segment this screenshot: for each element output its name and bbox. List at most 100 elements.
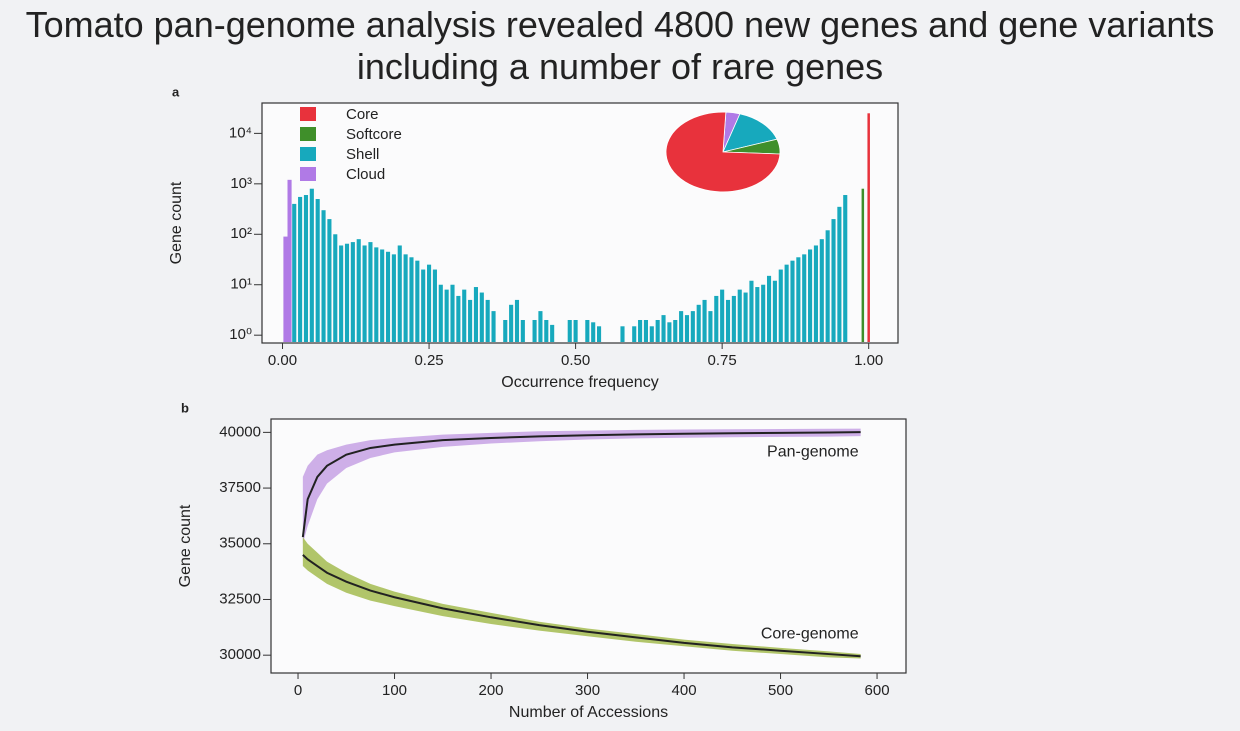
line <box>301 431 861 538</box>
legend-label: Core <box>346 106 379 123</box>
bar <box>661 315 666 342</box>
bar <box>755 287 760 342</box>
legend-swatch <box>300 127 316 141</box>
bar <box>409 257 414 342</box>
bar <box>292 203 297 342</box>
y-tick-label: 10³ <box>230 175 252 192</box>
line <box>302 554 861 658</box>
y-tick-label: 10¹ <box>230 276 252 293</box>
x-tick-label: 400 <box>672 682 697 699</box>
bar <box>456 295 461 342</box>
bar <box>368 242 373 342</box>
bar <box>397 245 402 342</box>
bar <box>743 292 748 342</box>
bar <box>761 284 766 342</box>
bar <box>473 287 479 342</box>
bar <box>333 234 338 342</box>
x-tick-label: 100 <box>382 682 407 699</box>
x-axis-label: Occurrence frequency <box>501 374 658 391</box>
bar <box>679 311 684 342</box>
bar <box>327 219 332 342</box>
bar <box>649 326 654 342</box>
legend-swatch <box>300 107 316 121</box>
bar <box>643 319 648 342</box>
bar <box>303 195 309 342</box>
bar <box>573 319 578 342</box>
bar <box>491 311 496 342</box>
bar <box>831 219 836 342</box>
legend-label: Cloud <box>346 166 385 183</box>
bar <box>427 264 432 342</box>
bar <box>403 254 408 342</box>
x-axis-label: Number of Accessions <box>509 704 668 721</box>
bar <box>731 295 736 342</box>
pie-slice <box>665 111 781 193</box>
bar <box>596 326 602 342</box>
bar <box>550 324 555 342</box>
pie-slice <box>722 113 778 153</box>
bar <box>837 206 842 342</box>
legend-swatch <box>300 167 316 181</box>
bar <box>720 289 725 342</box>
bar <box>315 199 320 342</box>
x-tick-label: 600 <box>865 682 890 699</box>
bar <box>520 319 525 342</box>
bar <box>283 236 288 342</box>
x-tick-label: 0 <box>294 682 302 699</box>
bar <box>802 254 807 342</box>
bar <box>374 247 379 342</box>
bar <box>450 284 455 342</box>
x-tick-label: 200 <box>479 682 504 699</box>
bar <box>667 322 672 342</box>
bar <box>867 113 870 342</box>
y-tick-label: 37500 <box>219 479 261 496</box>
slide-title: Tomato pan-genome analysis revealed 4800… <box>0 4 1240 88</box>
bar <box>298 196 303 342</box>
bar <box>725 299 731 342</box>
bar <box>684 315 690 342</box>
bar <box>766 275 772 342</box>
panel-label: b <box>181 400 189 415</box>
x-tick-label: 0.75 <box>708 352 737 369</box>
bar <box>385 251 391 342</box>
bar <box>479 292 484 342</box>
bar <box>696 304 701 342</box>
bar <box>737 289 742 342</box>
x-tick-label: 300 <box>575 682 600 699</box>
bar <box>591 322 596 342</box>
bar <box>544 319 549 342</box>
bar <box>514 299 520 342</box>
legend-label: Softcore <box>346 126 402 143</box>
y-tick-label: 10⁰ <box>229 326 252 343</box>
confidence-band <box>302 537 861 659</box>
bar <box>485 299 490 342</box>
x-tick-label: 0.25 <box>414 352 443 369</box>
x-tick-label: 0.50 <box>561 352 590 369</box>
bar <box>673 319 678 342</box>
y-tick-label: 30000 <box>219 646 261 663</box>
bar <box>309 188 314 342</box>
bar <box>356 239 361 342</box>
bar <box>843 195 848 342</box>
y-tick-label: 35000 <box>219 535 261 552</box>
y-axis-label: Gene count <box>168 181 185 264</box>
legend-label: Shell <box>346 146 379 163</box>
bar <box>702 299 707 342</box>
bar <box>772 280 777 342</box>
bar <box>655 319 660 342</box>
bar <box>813 245 818 342</box>
x-tick-label: 500 <box>768 682 793 699</box>
bar <box>380 249 385 342</box>
bar <box>861 188 865 342</box>
y-tick-label: 40000 <box>219 423 261 440</box>
bar <box>362 245 367 342</box>
bar <box>432 269 437 342</box>
bar <box>339 245 344 342</box>
panel-label: a <box>172 84 180 99</box>
bar <box>391 254 396 342</box>
bar <box>421 269 426 342</box>
bar <box>538 311 543 342</box>
bar <box>344 243 350 342</box>
bar <box>714 295 719 342</box>
x-tick-label: 0.00 <box>268 352 297 369</box>
